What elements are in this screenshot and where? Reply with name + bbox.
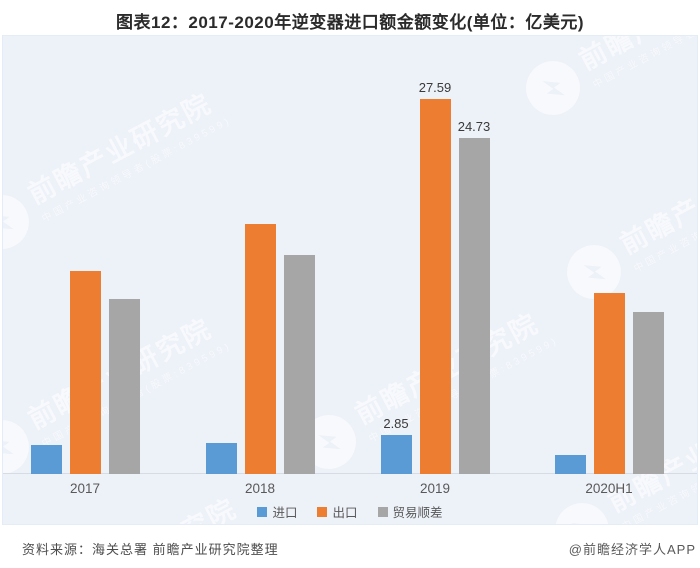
data-label-import-2019: 2.85 xyxy=(383,416,409,432)
bar-export-2018 xyxy=(244,223,276,474)
data-label-trade-surplus-2019: 24.73 xyxy=(457,118,491,134)
bar-import-2017 xyxy=(30,445,62,474)
chart-title: 图表12：2017-2020年逆变器进口额金额变化(单位：亿美元) xyxy=(115,13,585,32)
watermark-logo-icon xyxy=(526,61,580,115)
bar-trade-surplus-2019 xyxy=(458,137,490,474)
watermark-small-text: 中国产业咨询领导者(股票:839599) xyxy=(40,115,234,226)
bar-export-2020H1 xyxy=(593,293,625,474)
x-tick-label-2019: 2019 xyxy=(419,481,451,496)
watermark-0: 前瞻产业研究院 中国产业咨询领导者(股票:839599) xyxy=(3,81,235,259)
plot-area: 前瞻产业研究院中国产业咨询领导者(股票:839599)前瞻产业研究院中国产业咨询… xyxy=(2,35,698,525)
watermark-small-text: 中国产业咨询领导者(股票:839599) xyxy=(632,165,698,276)
legend-swatch-export xyxy=(317,506,328,517)
x-tick-label-2017: 2017 xyxy=(69,481,101,496)
watermark-3: 前瞻产业研究院 中国产业咨询领导者(股票:839599) xyxy=(557,131,698,309)
watermark-big-text: 前瞻产业研究院 xyxy=(23,87,217,210)
legend-swatch-import xyxy=(257,506,268,517)
x-tick-label-2020H1: 2020H1 xyxy=(585,481,633,496)
data-label-export-2019: 27.59 xyxy=(418,79,452,95)
watermark-big-text: 前瞻产业研究院 xyxy=(615,137,698,260)
bar-trade-surplus-2020H1 xyxy=(632,312,664,474)
bar-import-2020H1 xyxy=(554,455,586,474)
legend-item-import: 进口 xyxy=(257,502,297,521)
legend-label-import: 进口 xyxy=(272,506,298,520)
watermark-logo-icon xyxy=(3,195,29,249)
legend-swatch-trade-surplus xyxy=(377,506,388,517)
x-tick-label-2018: 2018 xyxy=(244,481,276,496)
bar-import-2019 xyxy=(380,435,412,474)
watermark-small-text: 中国产业咨询领导者(股票:839599) xyxy=(591,35,698,92)
legend-item-export: 出口 xyxy=(317,502,358,521)
legend-label-trade-surplus: 贸易顺差 xyxy=(392,506,443,520)
credit-note: @前瞻经济学人APP xyxy=(568,542,696,557)
watermark-big-text: 前瞻产业研究院 xyxy=(574,36,697,76)
x-axis-line xyxy=(3,473,697,474)
watermark-big-text: 前瞻产业研究院 xyxy=(350,304,553,430)
bar-export-2019 xyxy=(419,98,451,474)
bar-export-2017 xyxy=(69,271,101,474)
legend: 进口 出口 贸易顺差 xyxy=(3,502,697,521)
legend-label-export: 出口 xyxy=(332,506,358,520)
legend-item-trade-surplus: 贸易顺差 xyxy=(377,502,443,521)
source-note: 资料来源：海关总署 前瞻产业研究院整理 xyxy=(22,542,279,557)
bar-trade-surplus-2018 xyxy=(283,255,315,474)
bar-trade-surplus-2017 xyxy=(108,298,140,474)
bar-import-2018 xyxy=(205,442,237,474)
